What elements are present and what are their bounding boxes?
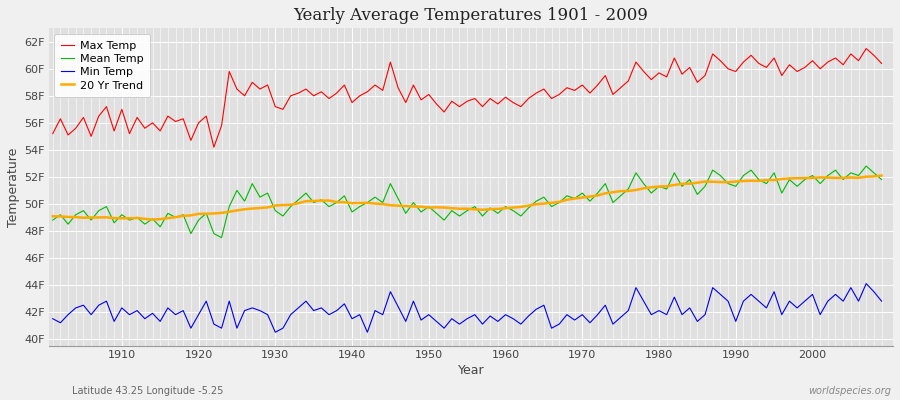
Legend: Max Temp, Mean Temp, Min Temp, 20 Yr Trend: Max Temp, Mean Temp, Min Temp, 20 Yr Tre…: [55, 34, 150, 97]
Min Temp: [500, 312, 511, 317]
Max Temp: [876, 61, 886, 66]
Mean Temp: [109, 220, 120, 225]
20 Yr Trend: [285, 202, 296, 207]
20 Yr Trend: [600, 191, 611, 196]
Max Temp: [860, 46, 871, 51]
Max Temp: [331, 91, 342, 96]
Y-axis label: Temperature: Temperature: [7, 147, 20, 227]
X-axis label: Year: Year: [458, 364, 484, 377]
Max Temp: [209, 145, 220, 150]
Mean Temp: [508, 208, 518, 213]
Min Temp: [600, 303, 611, 308]
Min Temp: [860, 281, 871, 286]
20 Yr Trend: [876, 173, 886, 178]
20 Yr Trend: [147, 217, 158, 222]
Min Temp: [876, 299, 886, 304]
Mean Temp: [860, 164, 871, 168]
Max Temp: [600, 73, 611, 78]
Text: worldspecies.org: worldspecies.org: [808, 386, 891, 396]
Text: Latitude 43.25 Longitude -5.25: Latitude 43.25 Longitude -5.25: [72, 386, 223, 396]
20 Yr Trend: [500, 206, 511, 211]
Line: Mean Temp: Mean Temp: [53, 166, 881, 238]
Mean Temp: [500, 204, 511, 209]
Max Temp: [500, 95, 511, 100]
Min Temp: [48, 316, 58, 321]
Max Temp: [109, 128, 120, 133]
20 Yr Trend: [109, 216, 120, 220]
Line: Max Temp: Max Temp: [53, 48, 881, 147]
Mean Temp: [216, 235, 227, 240]
Min Temp: [331, 308, 342, 313]
Line: 20 Yr Trend: 20 Yr Trend: [53, 176, 881, 220]
Min Temp: [508, 316, 518, 321]
Max Temp: [48, 131, 58, 136]
20 Yr Trend: [331, 200, 342, 204]
20 Yr Trend: [48, 214, 58, 219]
20 Yr Trend: [508, 205, 518, 210]
Max Temp: [285, 94, 296, 98]
Min Temp: [285, 312, 296, 317]
Mean Temp: [876, 177, 886, 182]
Mean Temp: [331, 200, 342, 205]
Mean Temp: [285, 204, 296, 209]
Min Temp: [270, 330, 281, 335]
Mean Temp: [600, 181, 611, 186]
Mean Temp: [48, 218, 58, 222]
Title: Yearly Average Temperatures 1901 - 2009: Yearly Average Temperatures 1901 - 2009: [293, 7, 648, 24]
Max Temp: [508, 100, 518, 105]
Line: Min Temp: Min Temp: [53, 284, 881, 332]
Min Temp: [109, 319, 120, 324]
